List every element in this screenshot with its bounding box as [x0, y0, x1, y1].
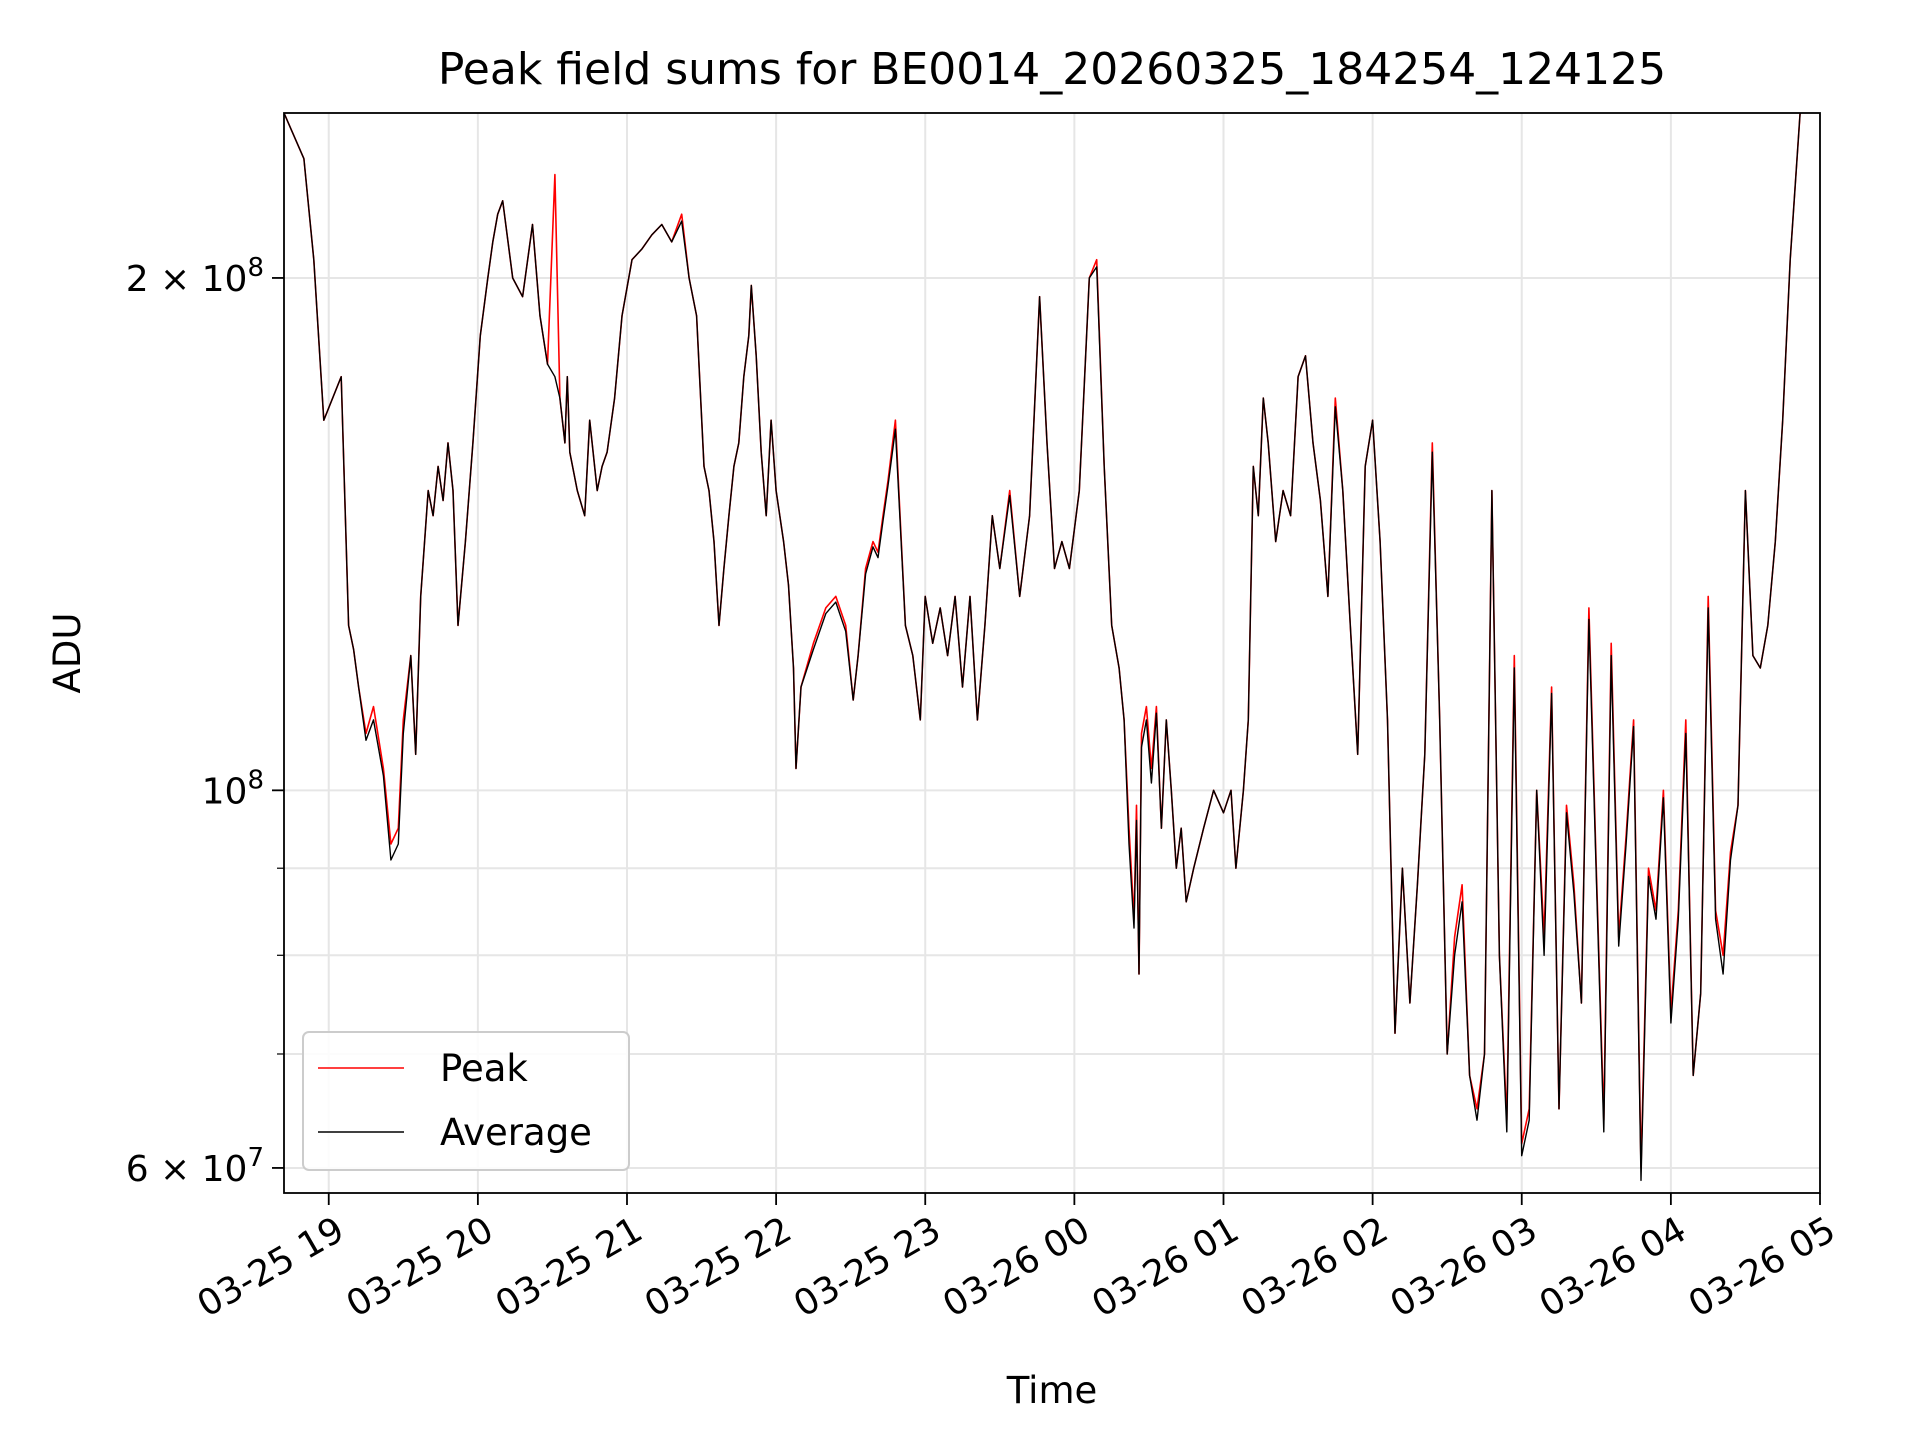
legend-label-average: Average [440, 1111, 592, 1154]
y-tick-label: 2 × 108 [126, 253, 264, 300]
legend-box [302, 1031, 630, 1171]
legend: Peak Average [302, 1031, 630, 1171]
y-axis: 6 × 107 108 2 × 108 [126, 253, 284, 1190]
plot-frame [283, 112, 1821, 1194]
chart-title: Peak field sums for BE0014_20260325_1842… [438, 44, 1666, 95]
legend-label-peak: Peak [440, 1047, 528, 1090]
series-group [284, 113, 1801, 1182]
y-axis-label: ADU [46, 613, 89, 694]
series-line-average [284, 113, 1801, 1182]
x-axis-label: Time [1006, 1369, 1098, 1412]
y-tick-label: 6 × 107 [126, 1143, 264, 1190]
y-tick-label: 108 [202, 765, 264, 812]
